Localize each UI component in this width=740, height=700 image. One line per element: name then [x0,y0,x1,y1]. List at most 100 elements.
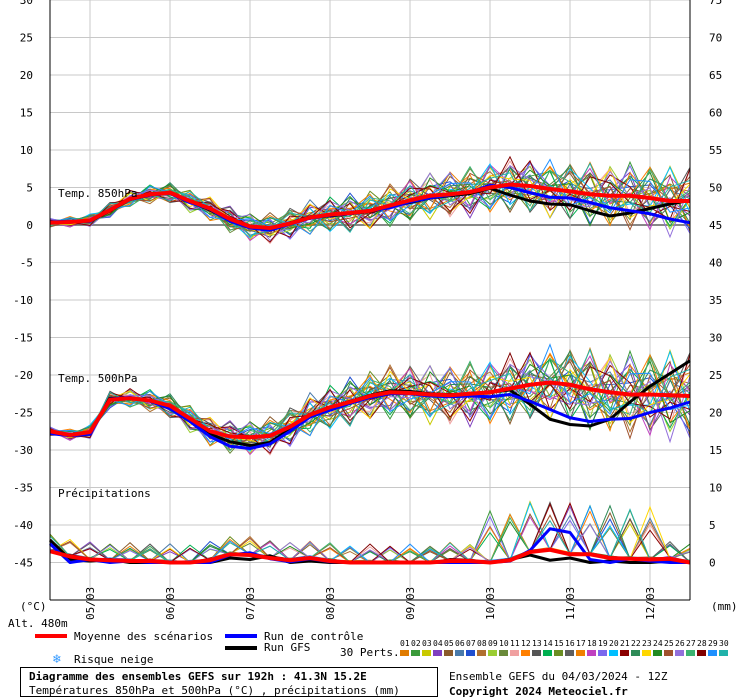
member-line-t850 [49,168,691,236]
pert-number: 26 [675,639,685,648]
left-tick-label: 15 [20,107,33,120]
pert-number: 23 [642,639,652,648]
right-tick-label: 35 [709,294,722,307]
left-tick-label: -25 [13,407,33,420]
right-tick-label: 75 [709,0,722,7]
series-mean-precip [49,547,691,565]
pert-swatch [477,650,486,656]
pert-number: 10 [499,639,509,648]
main-series [48,182,691,565]
label-precip: Précipitations [58,487,151,500]
series-mean-t850 [49,182,690,230]
pert-number: 20 [609,639,619,648]
legend-control-label: Run de contrôle [264,630,364,643]
pert-number: 04 [433,639,443,648]
member-line-t850 [49,164,691,242]
right-tick-label: 10 [709,482,722,495]
member-line-t500 [49,357,691,446]
pert-swatch [422,650,431,656]
pert-swatch [543,650,552,656]
right-axis-unit: (mm) [711,600,738,613]
member-line-t500 [49,359,691,453]
left-tick-label: -20 [13,369,33,382]
x-tick-label: 09/03 [404,587,417,620]
copyright: Copyright 2024 Meteociel.fr [449,685,628,698]
x-tick-label: 05/03 [84,587,97,620]
pert-number: 08 [477,639,487,648]
footer-title: Diagramme des ensembles GEFS sur 192h : … [29,670,367,683]
pert-number: 25 [664,639,674,648]
legend-snow-label: Risque neige [74,653,154,666]
pert-swatch [521,650,530,656]
pert-number: 13 [532,639,542,648]
label-temp-500: Temp. 500hPa [58,372,137,385]
pert-number: 05 [444,639,454,648]
x-tick-label: 11/03 [564,587,577,620]
member-line-t500 [49,343,691,443]
pert-number: 15 [554,639,564,648]
pert-swatch [400,650,409,656]
pert-swatch [708,650,717,656]
pert-number: 02 [411,639,421,648]
pert-swatch [642,650,651,656]
altitude-label: Alt. 480m [8,617,68,630]
pert-number: 22 [631,639,641,648]
pert-number: 01 [400,639,410,648]
snowflake-icon: ❄ [53,652,61,667]
pert-number: 19 [598,639,608,648]
left-tick-label: -5 [20,257,33,270]
pert-number: 09 [488,639,498,648]
left-tick-label: 25 [20,32,33,45]
pert-swatch [653,650,662,656]
pert-number: 24 [653,639,663,648]
pert-number: 27 [686,639,696,648]
legend-control-swatch [225,634,257,638]
chart-grid [50,0,690,600]
right-tick-label: 15 [709,444,722,457]
pert-swatch [675,650,684,656]
pert-number: 06 [455,639,465,648]
left-tick-label: -45 [13,557,33,570]
pert-swatch [510,650,519,656]
left-tick-label: 10 [20,144,33,157]
pert-number: 28 [697,639,707,648]
left-tick-label: -40 [13,519,33,532]
left-tick-label: 20 [20,69,33,82]
left-tick-label: 5 [26,182,33,195]
legend-gfs-label: Run GFS [264,641,311,654]
left-tick-label: -10 [13,294,33,307]
left-tick-label: 30 [20,0,33,7]
member-line-t850 [49,169,691,229]
right-tick-label: 5 [709,519,716,532]
legend-mean-label: Moyenne des scénarios [74,630,214,643]
pert-number: 30 [719,639,729,648]
member-line-t500 [49,357,691,445]
pert-swatch [598,650,607,656]
footer-box: Diagramme des ensembles GEFS sur 192h : … [20,667,438,697]
pert-swatch [631,650,640,656]
pert-swatch [411,650,420,656]
right-tick-label: 0 [709,557,716,570]
pert-swatch [620,650,629,656]
left-tick-label: 0 [26,219,33,232]
pert-swatch [664,650,673,656]
x-tick-label: 10/03 [484,587,497,620]
left-axis-unit: (°C) [20,600,47,613]
ensemble-members [49,155,691,564]
pert-number: 03 [422,639,432,648]
pert-number: 11 [510,639,520,648]
pert-swatch [488,650,497,656]
pert-number: 16 [565,639,575,648]
member-line-t850 [49,162,691,236]
series-mean-t500 [49,380,691,440]
pert-swatch [719,650,728,656]
legend-mean-swatch [35,634,67,638]
pert-number: 29 [708,639,718,648]
right-tick-label: 70 [709,32,722,45]
pert-number: 18 [587,639,597,648]
right-tick-label: 55 [709,144,722,157]
left-tick-label: -35 [13,482,33,495]
pert-swatch [587,650,596,656]
